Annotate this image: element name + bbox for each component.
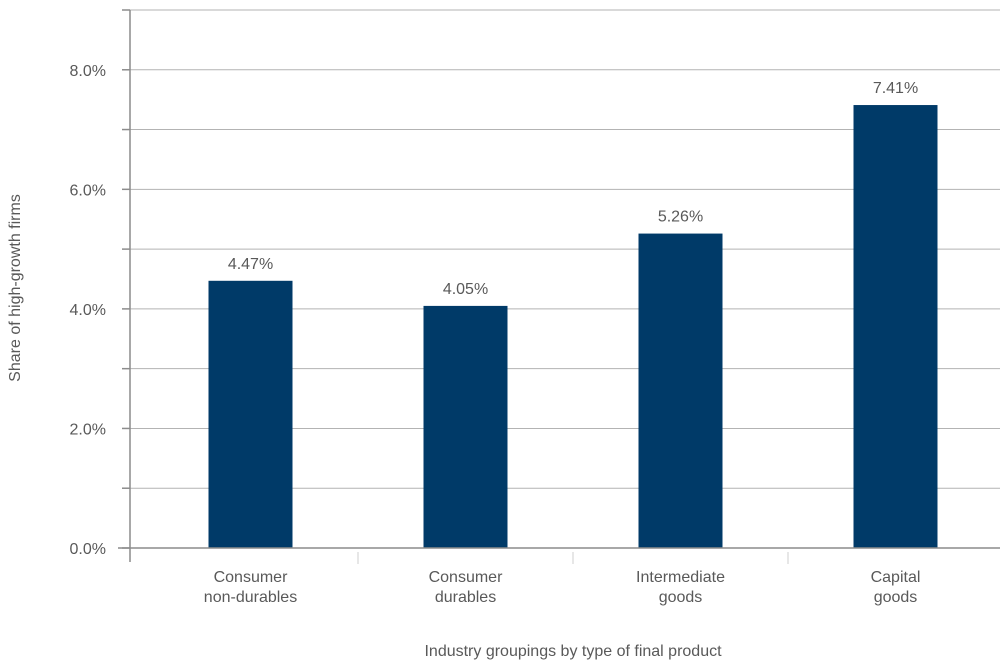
y-tick-label: 4.0% xyxy=(70,302,106,319)
data-label: 5.26% xyxy=(658,209,703,226)
y-axis-title: Share of high-growth firms xyxy=(7,194,24,382)
bar xyxy=(638,233,723,548)
x-tick-label: Capital goods xyxy=(871,569,921,606)
bar xyxy=(423,305,508,548)
x-tick-label: Consumer non-durables xyxy=(204,569,297,606)
y-tick-label: 2.0% xyxy=(70,421,106,438)
axes xyxy=(118,9,1000,564)
y-tick-label: 6.0% xyxy=(70,182,106,199)
bar xyxy=(853,105,938,549)
labels: 0.0% 2.0% 4.0% 6.0% 8.0% 4.47% Consumer non-dur… xyxy=(70,63,921,606)
y-tick-label: 8.0% xyxy=(70,63,106,80)
data-label: 7.41% xyxy=(873,80,918,97)
x-axis-title: Industry groupings by type of final prod… xyxy=(424,643,722,660)
bar xyxy=(208,280,293,548)
data-label: 4.05% xyxy=(443,281,488,298)
bars xyxy=(208,105,938,549)
x-tick-label: Consumer durables xyxy=(429,569,503,606)
x-tick-label: Intermediate goods xyxy=(636,569,725,606)
data-label: 4.47% xyxy=(228,256,273,273)
y-tick-label: 0.0% xyxy=(70,541,106,558)
